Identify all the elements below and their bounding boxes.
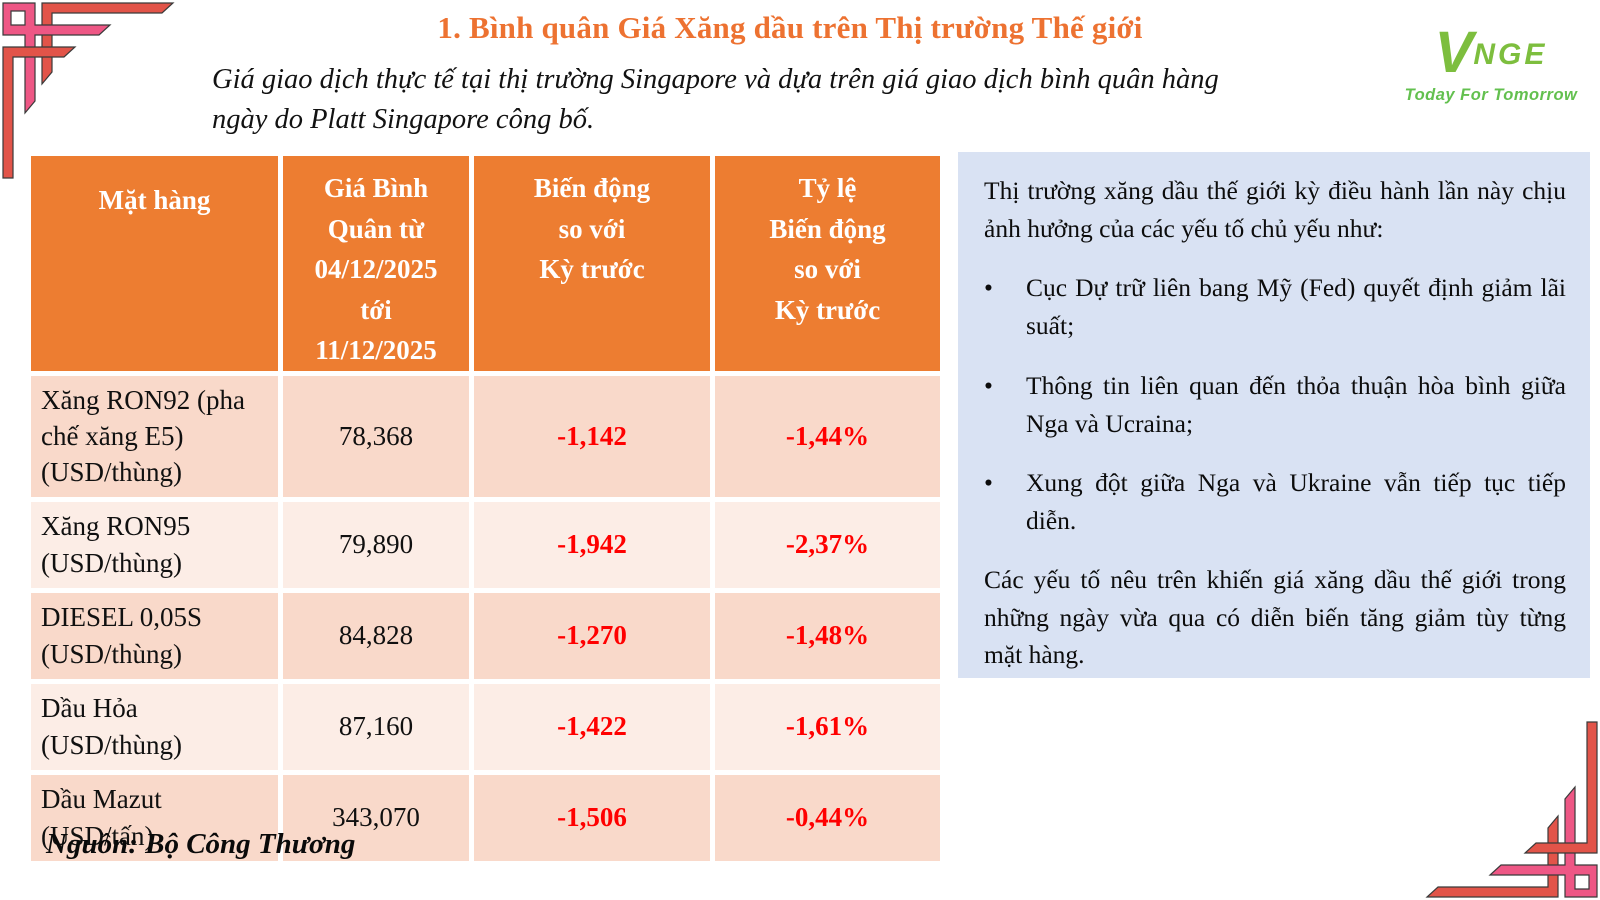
logo-tagline: Today For Tomorrow — [1404, 86, 1578, 104]
change-cell: -1,142 — [469, 370, 715, 502]
page-title: 1. Bình quân Giá Xăng dầu trên Thị trườn… — [437, 10, 1143, 45]
table-row: Dầu Hỏa (USD/thùng) 87,160 -1,422 -1,61% — [26, 678, 945, 775]
panel-bullet-list: • Cục Dự trữ liên bang Mỹ (Fed) quyết địn… — [984, 269, 1566, 539]
avg-price-cell: 84,828 — [278, 587, 474, 684]
change-pct-cell: -1,48% — [710, 587, 945, 684]
bullet-glyph: • — [984, 370, 993, 400]
commodity-cell: Xăng RON92 (pha chế xăng E5) (USD/thùng) — [26, 370, 283, 502]
table-row: Xăng RON95 (USD/thùng) 79,890 -1,942 -2,37% — [26, 496, 945, 593]
bullet-text: Cục Dự trữ liên bang Mỹ (Fed) quyết định… — [1026, 273, 1566, 341]
header-row: Mặt hàng Giá Bình Quân từ 04/12/2025 tới… — [26, 151, 945, 376]
logo-letters: NGE — [1473, 38, 1548, 71]
panel-closing: Các yếu tố nêu trên khiến giá xăng dầu t… — [984, 564, 1566, 670]
change-cell: -1,422 — [469, 678, 715, 775]
panel-intro: Thị trường xăng dầu thế giới kỳ điều hàn… — [984, 176, 1566, 243]
logo-v-glyph: V — [1434, 20, 1474, 85]
change-cell: -1,270 — [469, 587, 715, 684]
change-pct-cell: -1,44% — [710, 370, 945, 502]
corner-ornament-icon — [2, 2, 175, 179]
avg-price-cell: 87,160 — [278, 678, 474, 775]
bullet-text: Thông tin liên quan đến thỏa thuận hòa b… — [1026, 370, 1566, 438]
avg-price-cell: 78,368 — [278, 370, 474, 502]
panel-bullet-item: • Cục Dự trữ liên bang Mỹ (Fed) quyết địn… — [984, 269, 1566, 344]
commodity-cell: Xăng RON95 (USD/thùng) — [26, 496, 283, 593]
panel-bullet-item: • Thông tin liên quan đến thỏa thuận hòa … — [984, 367, 1566, 442]
corner-ornament-top-left — [0, 0, 178, 180]
bullet-text: Xung đột giữa Nga và Ukraine vẫn tiếp tụ… — [1026, 468, 1566, 536]
company-logo: VNGE Today For Tomorrow — [1396, 24, 1586, 105]
commodity-cell: Dầu Hỏa (USD/thùng) — [26, 678, 283, 775]
slide-subtitle: Giá giao dịch thực tế tại thị trường Sin… — [212, 64, 1219, 136]
table-row: DIESEL 0,05S (USD/thùng) 84,828 -1,270 -1,4… — [26, 587, 945, 684]
panel-bullet-item: • Xung đột giữa Nga và Ukraine vẫn tiếp t… — [984, 464, 1566, 539]
change-pct-cell: -2,37% — [710, 496, 945, 593]
logo-wordmark: VNGE — [1396, 24, 1586, 82]
avg-price-cell: 343,070 — [278, 769, 474, 866]
change-cell: -1,506 — [469, 769, 715, 866]
header-change-pct: Tỷ lệ Biến động so với Kỳ trước — [710, 151, 945, 376]
bullet-glyph: • — [984, 468, 993, 498]
bullet-glyph: • — [984, 273, 993, 303]
table-row: Xăng RON92 (pha chế xăng E5) (USD/thùng)… — [26, 370, 945, 502]
source-note: Nguồn: Bộ Công Thương — [46, 828, 356, 860]
market-commentary-panel: Thị trường xăng dầu thế giới kỳ điều hàn… — [958, 152, 1590, 678]
price-table-header: Mặt hàng Giá Bình Quân từ 04/12/2025 tới… — [26, 151, 945, 376]
change-pct-cell: -0,44% — [710, 769, 945, 866]
header-commodity: Mặt hàng — [26, 151, 283, 376]
commodity-cell: DIESEL 0,05S (USD/thùng) — [26, 587, 283, 684]
commodity-cell: Dầu Mazut (USD/tấn) — [26, 769, 283, 866]
change-pct-cell: -1,61% — [710, 678, 945, 775]
avg-price-cell: 79,890 — [278, 496, 474, 593]
table-row: Dầu Mazut (USD/tấn) 343,070 -1,506 -0,44% — [26, 769, 945, 866]
price-table: Mặt hàng Giá Bình Quân từ 04/12/2025 tới… — [26, 151, 945, 866]
corner-ornament-bottom-right — [1422, 720, 1600, 900]
change-cell: -1,942 — [469, 496, 715, 593]
header-change: Biến động so với Kỳ trước — [469, 151, 715, 376]
price-table-body: Xăng RON92 (pha chế xăng E5) (USD/thùng)… — [26, 370, 945, 866]
header-avg-price: Giá Bình Quân từ 04/12/2025 tới 11/12/20… — [278, 151, 474, 376]
corner-ornament-icon — [1425, 721, 1598, 898]
